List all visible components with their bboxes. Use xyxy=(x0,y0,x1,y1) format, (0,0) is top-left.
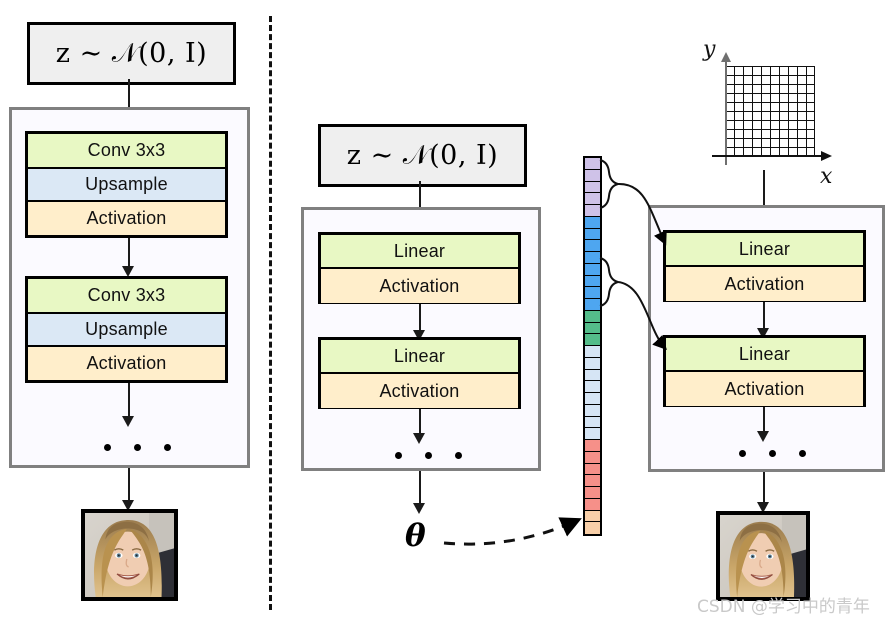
weight-vector-cell xyxy=(585,169,600,182)
right-block-2-layer-linear: Linear xyxy=(666,338,863,372)
right-block-1-layer-linear: Linear xyxy=(666,233,863,267)
left-block-1-layer-conv: Conv 3x3 xyxy=(28,134,225,169)
grid-x-axis-label: x xyxy=(820,164,833,189)
middle-block-1-layer-linear: Linear xyxy=(321,235,518,269)
brace-lower xyxy=(599,257,619,307)
weight-vector-cell xyxy=(585,287,600,299)
right-arrowhead-4 xyxy=(757,502,769,513)
coordinate-grid xyxy=(725,66,815,156)
left-block-2-layer-activation: Activation xyxy=(28,347,225,380)
left-arrow-block1-to-block2 xyxy=(128,238,130,270)
weight-vector-cell xyxy=(585,428,600,440)
left-block-1-layer-activation: Activation xyxy=(28,202,225,235)
right-ellipsis xyxy=(739,450,806,457)
left-arrowhead-3 xyxy=(122,416,134,427)
right-arrowhead-2 xyxy=(757,328,769,339)
weight-vector-cell xyxy=(585,440,600,452)
weight-vector-cell xyxy=(585,299,600,311)
right-block-1-layer-activation: Activation xyxy=(666,267,863,301)
weight-vector-cell xyxy=(585,463,600,476)
right-arrowhead-3 xyxy=(757,431,769,442)
face-illustration xyxy=(720,515,806,597)
right-block-1: Linear Activation xyxy=(663,230,866,302)
middle-latent-formula: z ∼ 𝒩(0, I) xyxy=(346,139,499,171)
left-arrow-latent-to-block xyxy=(128,79,130,124)
middle-arrow-latent-to-block xyxy=(419,181,421,227)
weight-vector-cell xyxy=(585,522,600,534)
weight-vector-cell xyxy=(585,275,600,288)
grid-to-right-block-arrow xyxy=(763,170,765,210)
middle-arrow-block1-to-block2 xyxy=(419,304,421,334)
weight-vector-cell xyxy=(585,381,600,393)
middle-block-2-layer-activation: Activation xyxy=(321,374,518,408)
weight-vector-cell xyxy=(585,475,600,487)
right-output-face-image xyxy=(716,511,810,601)
weight-vector-cell xyxy=(585,357,600,370)
weight-vector-cell xyxy=(585,322,600,335)
middle-arrow-block2-to-ellipsis xyxy=(419,409,421,437)
y-axis-arrowhead xyxy=(721,52,731,62)
weight-vector-cell xyxy=(585,451,600,464)
right-arrow-group-to-output xyxy=(763,472,765,507)
weight-vector-cell xyxy=(585,346,600,358)
weight-vector-cell xyxy=(585,158,600,170)
watermark-text: CSDN @学习中的青年 xyxy=(697,597,870,617)
weight-vector-cell xyxy=(585,510,600,523)
weight-vector-cell xyxy=(585,310,600,323)
middle-arrowhead-4 xyxy=(413,503,425,514)
weight-vector-cell xyxy=(585,416,600,429)
left-block-1-layer-upsample: Upsample xyxy=(28,169,225,202)
left-arrowhead-2 xyxy=(122,266,134,277)
weight-vector-strip xyxy=(583,156,602,536)
weight-vector-cell xyxy=(585,240,600,252)
weight-vector-cell xyxy=(585,404,600,417)
weight-vector-cell xyxy=(585,216,600,229)
weight-vector-cell xyxy=(585,181,600,194)
grid-svg xyxy=(725,66,815,156)
left-ellipsis xyxy=(104,444,171,451)
middle-latent-box: z ∼ 𝒩(0, I) xyxy=(318,124,527,187)
middle-block-1-layer-activation: Activation xyxy=(321,269,518,303)
left-latent-box: z ∼ 𝒩(0, I) xyxy=(27,22,236,85)
weight-vector-cell xyxy=(585,263,600,276)
left-output-face-image xyxy=(81,509,178,601)
right-arrow-block2-to-ellipsis xyxy=(763,407,765,435)
theta-symbol: θ xyxy=(405,518,426,554)
panel-divider xyxy=(269,16,272,610)
left-block-2-layer-conv: Conv 3x3 xyxy=(28,279,225,314)
middle-block-2: Linear Activation xyxy=(318,337,521,409)
left-block-2-layer-upsample: Upsample xyxy=(28,314,225,347)
face-illustration xyxy=(85,513,174,597)
weight-vector-cell xyxy=(585,487,600,499)
middle-arrowhead-2 xyxy=(413,330,425,341)
theta-to-vector-arrow xyxy=(443,517,582,546)
left-arrow-block2-to-ellipsis xyxy=(128,383,130,420)
weight-vector-cell xyxy=(585,393,600,405)
middle-arrowhead-3 xyxy=(413,433,425,444)
middle-arrow-group-to-theta xyxy=(419,471,421,508)
left-block-2: Conv 3x3 Upsample Activation xyxy=(25,276,228,383)
middle-block-2-layer-linear: Linear xyxy=(321,340,518,374)
weight-vector-cell xyxy=(585,252,600,264)
middle-ellipsis xyxy=(395,452,462,459)
x-axis-arrowhead xyxy=(821,151,832,161)
weight-vector-cell xyxy=(585,205,600,217)
right-arrow-block1-to-block2 xyxy=(763,302,765,332)
left-arrow-block-to-output xyxy=(128,468,130,506)
left-arrowhead-4 xyxy=(122,500,134,511)
left-latent-formula: z ∼ 𝒩(0, I) xyxy=(55,37,208,69)
grid-y-axis-label: y xyxy=(703,37,716,62)
brace-upper xyxy=(599,159,619,209)
right-block-2-layer-activation: Activation xyxy=(666,372,863,406)
left-block-1: Conv 3x3 Upsample Activation xyxy=(25,131,228,238)
middle-block-1: Linear Activation xyxy=(318,232,521,304)
right-block-2: Linear Activation xyxy=(663,335,866,407)
weight-vector-cell xyxy=(585,369,600,382)
weight-vector-cell xyxy=(585,193,600,205)
weight-vector-cell xyxy=(585,334,600,346)
weight-vector-cell xyxy=(585,498,600,511)
weight-vector-cell xyxy=(585,228,600,241)
